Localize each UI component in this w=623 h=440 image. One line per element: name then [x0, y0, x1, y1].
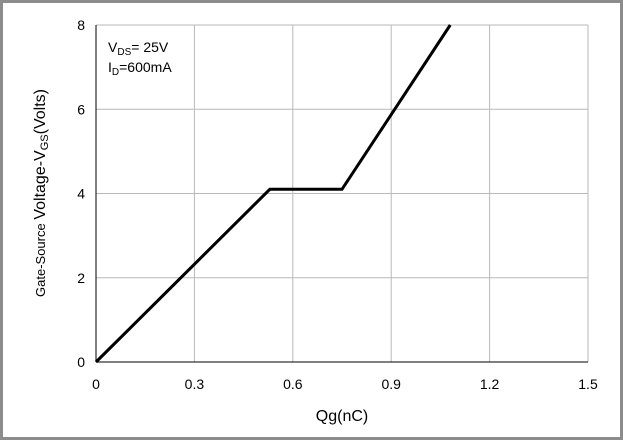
axes [95, 25, 588, 363]
y-tick-label: 2 [77, 270, 85, 286]
series-line [94, 24, 452, 364]
x-tick-label: 1.2 [480, 376, 500, 392]
series-layer [94, 24, 452, 364]
x-tick-label: 0.3 [185, 376, 205, 392]
annotation-box: VDS= 25V ID=600mA [108, 39, 172, 78]
x-tick-label: 0.6 [283, 376, 303, 392]
y-axis-label-main: Voltage-V [32, 150, 49, 220]
y-axis-label: Gate-Source Voltage-VGS(Volts) [32, 89, 51, 297]
annotation-id-value: =600mA [119, 59, 172, 75]
y-axis-label-suffix: (Volts) [32, 89, 49, 134]
y-tick-label: 8 [77, 17, 85, 33]
annotation-vds-value: = 25V [131, 39, 169, 55]
y-tick-label: 4 [77, 186, 85, 202]
annotation-vds-sub: DS [117, 47, 131, 58]
y-tick-label: 6 [77, 101, 85, 117]
x-tick-label: 0.9 [381, 376, 401, 392]
x-axis-label: Qg(nC) [316, 408, 368, 425]
x-tick-label: 1.5 [578, 376, 598, 392]
y-axis-label-prefix: Gate-Source [33, 220, 48, 297]
grid-lines [96, 24, 589, 362]
annotation-vds: VDS= 25V [108, 39, 169, 58]
annotation-vds-main: V [108, 39, 118, 55]
x-tick-label: 0 [92, 376, 100, 392]
tick-labels: 0 0.3 0.6 0.9 1.2 1.5 0 2 4 6 8 [77, 17, 598, 392]
annotation-id: ID=600mA [108, 59, 172, 78]
annotation-id-main: I [108, 59, 112, 75]
y-axis-label-sub: GS [39, 134, 51, 150]
annotation-id-sub: D [112, 67, 119, 78]
y-tick-label: 0 [77, 354, 85, 370]
